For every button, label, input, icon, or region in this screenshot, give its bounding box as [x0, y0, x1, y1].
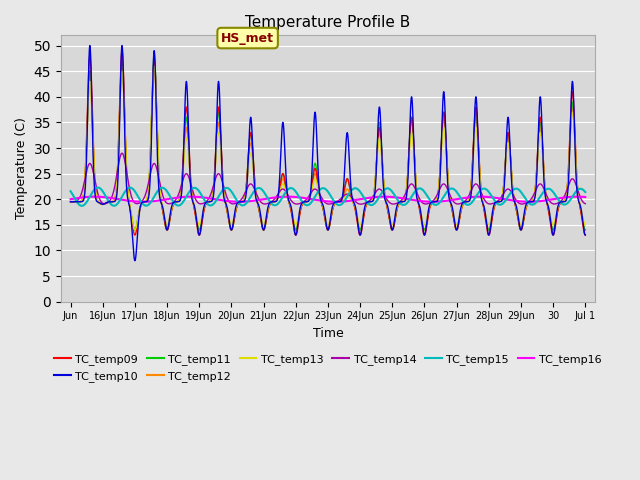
TC_temp10 — [131, 258, 139, 264]
Line: TC_temp11: TC_temp11 — [70, 56, 586, 230]
Line: TC_temp16: TC_temp16 — [70, 197, 586, 202]
TC_temp09 — [474, 131, 482, 137]
TC_temp15 — [234, 199, 242, 204]
TC_temp10 — [582, 232, 589, 238]
TC_temp11 — [67, 199, 74, 204]
TC_temp16 — [139, 199, 147, 204]
TC_temp12 — [392, 212, 399, 218]
TC_temp14 — [413, 189, 420, 195]
TC_temp10 — [467, 194, 475, 200]
TC_temp15 — [413, 187, 420, 192]
TC_temp10 — [474, 135, 482, 141]
TC_temp13 — [392, 210, 399, 216]
TC_temp11 — [474, 134, 482, 140]
TC_temp15 — [467, 201, 475, 206]
TC_temp15 — [94, 185, 102, 191]
TC_temp09 — [234, 202, 241, 207]
TC_temp14 — [474, 183, 482, 189]
TC_temp10 — [234, 200, 242, 205]
Line: TC_temp10: TC_temp10 — [70, 46, 586, 261]
TC_temp09 — [413, 187, 420, 192]
TC_temp10 — [86, 43, 93, 48]
Line: TC_temp12: TC_temp12 — [70, 61, 586, 230]
Legend: TC_temp09, TC_temp10, TC_temp11, TC_temp12, TC_temp13, TC_temp14, TC_temp15, TC_: TC_temp09, TC_temp10, TC_temp11, TC_temp… — [50, 350, 606, 386]
TC_temp12 — [67, 199, 74, 204]
TC_temp10 — [413, 193, 420, 199]
TC_temp16 — [413, 198, 420, 204]
TC_temp11 — [582, 227, 589, 233]
TC_temp14 — [257, 199, 264, 204]
TC_temp12 — [413, 188, 420, 193]
TC_temp09 — [582, 232, 589, 238]
TC_temp12 — [234, 202, 241, 207]
Text: HS_met: HS_met — [221, 32, 274, 45]
TC_temp13 — [467, 186, 475, 192]
TC_temp16 — [234, 199, 242, 204]
Title: Temperature Profile B: Temperature Profile B — [245, 15, 410, 30]
TC_temp15 — [392, 194, 399, 200]
TC_temp14 — [234, 200, 241, 205]
TC_temp12 — [356, 227, 364, 233]
Line: TC_temp09: TC_temp09 — [70, 51, 586, 235]
TC_temp09 — [257, 214, 264, 220]
TC_temp13 — [150, 63, 158, 69]
TC_temp16 — [582, 194, 589, 200]
TC_temp10 — [257, 212, 264, 217]
TC_temp12 — [257, 214, 264, 220]
TC_temp15 — [67, 188, 74, 194]
TC_temp12 — [582, 227, 589, 233]
TC_temp16 — [467, 194, 475, 200]
Line: TC_temp13: TC_temp13 — [70, 66, 586, 230]
TC_temp13 — [67, 199, 74, 204]
TC_temp13 — [413, 186, 420, 192]
TC_temp11 — [257, 214, 264, 220]
TC_temp13 — [131, 227, 139, 233]
TC_temp16 — [474, 194, 482, 200]
Line: TC_temp15: TC_temp15 — [70, 188, 586, 206]
TC_temp13 — [234, 201, 242, 206]
TC_temp09 — [467, 186, 475, 192]
TC_temp09 — [67, 199, 74, 204]
TC_temp16 — [67, 196, 74, 202]
X-axis label: Time: Time — [312, 327, 343, 340]
TC_temp15 — [257, 186, 264, 192]
TC_temp12 — [467, 188, 475, 193]
TC_temp13 — [257, 212, 264, 218]
TC_temp10 — [392, 208, 399, 214]
TC_temp14 — [357, 201, 365, 207]
TC_temp14 — [392, 201, 399, 206]
TC_temp09 — [356, 232, 364, 238]
TC_temp09 — [118, 48, 126, 54]
TC_temp13 — [474, 144, 482, 149]
TC_temp11 — [356, 227, 364, 233]
Line: TC_temp14: TC_temp14 — [70, 153, 586, 204]
TC_temp12 — [474, 138, 482, 144]
TC_temp12 — [150, 58, 158, 64]
TC_temp16 — [91, 194, 99, 200]
TC_temp14 — [67, 199, 74, 204]
TC_temp14 — [582, 201, 589, 206]
TC_temp09 — [392, 212, 399, 218]
TC_temp15 — [78, 203, 86, 209]
TC_temp16 — [392, 194, 399, 200]
TC_temp13 — [582, 222, 589, 228]
Y-axis label: Temperature (C): Temperature (C) — [15, 118, 28, 219]
TC_temp11 — [392, 212, 399, 218]
TC_temp16 — [257, 197, 264, 203]
TC_temp11 — [467, 187, 475, 192]
TC_temp15 — [582, 189, 589, 195]
TC_temp11 — [150, 53, 158, 59]
TC_temp15 — [474, 191, 482, 196]
TC_temp11 — [234, 202, 241, 207]
TC_temp11 — [413, 187, 420, 192]
TC_temp10 — [67, 199, 74, 204]
TC_temp14 — [467, 189, 475, 194]
TC_temp14 — [118, 150, 126, 156]
